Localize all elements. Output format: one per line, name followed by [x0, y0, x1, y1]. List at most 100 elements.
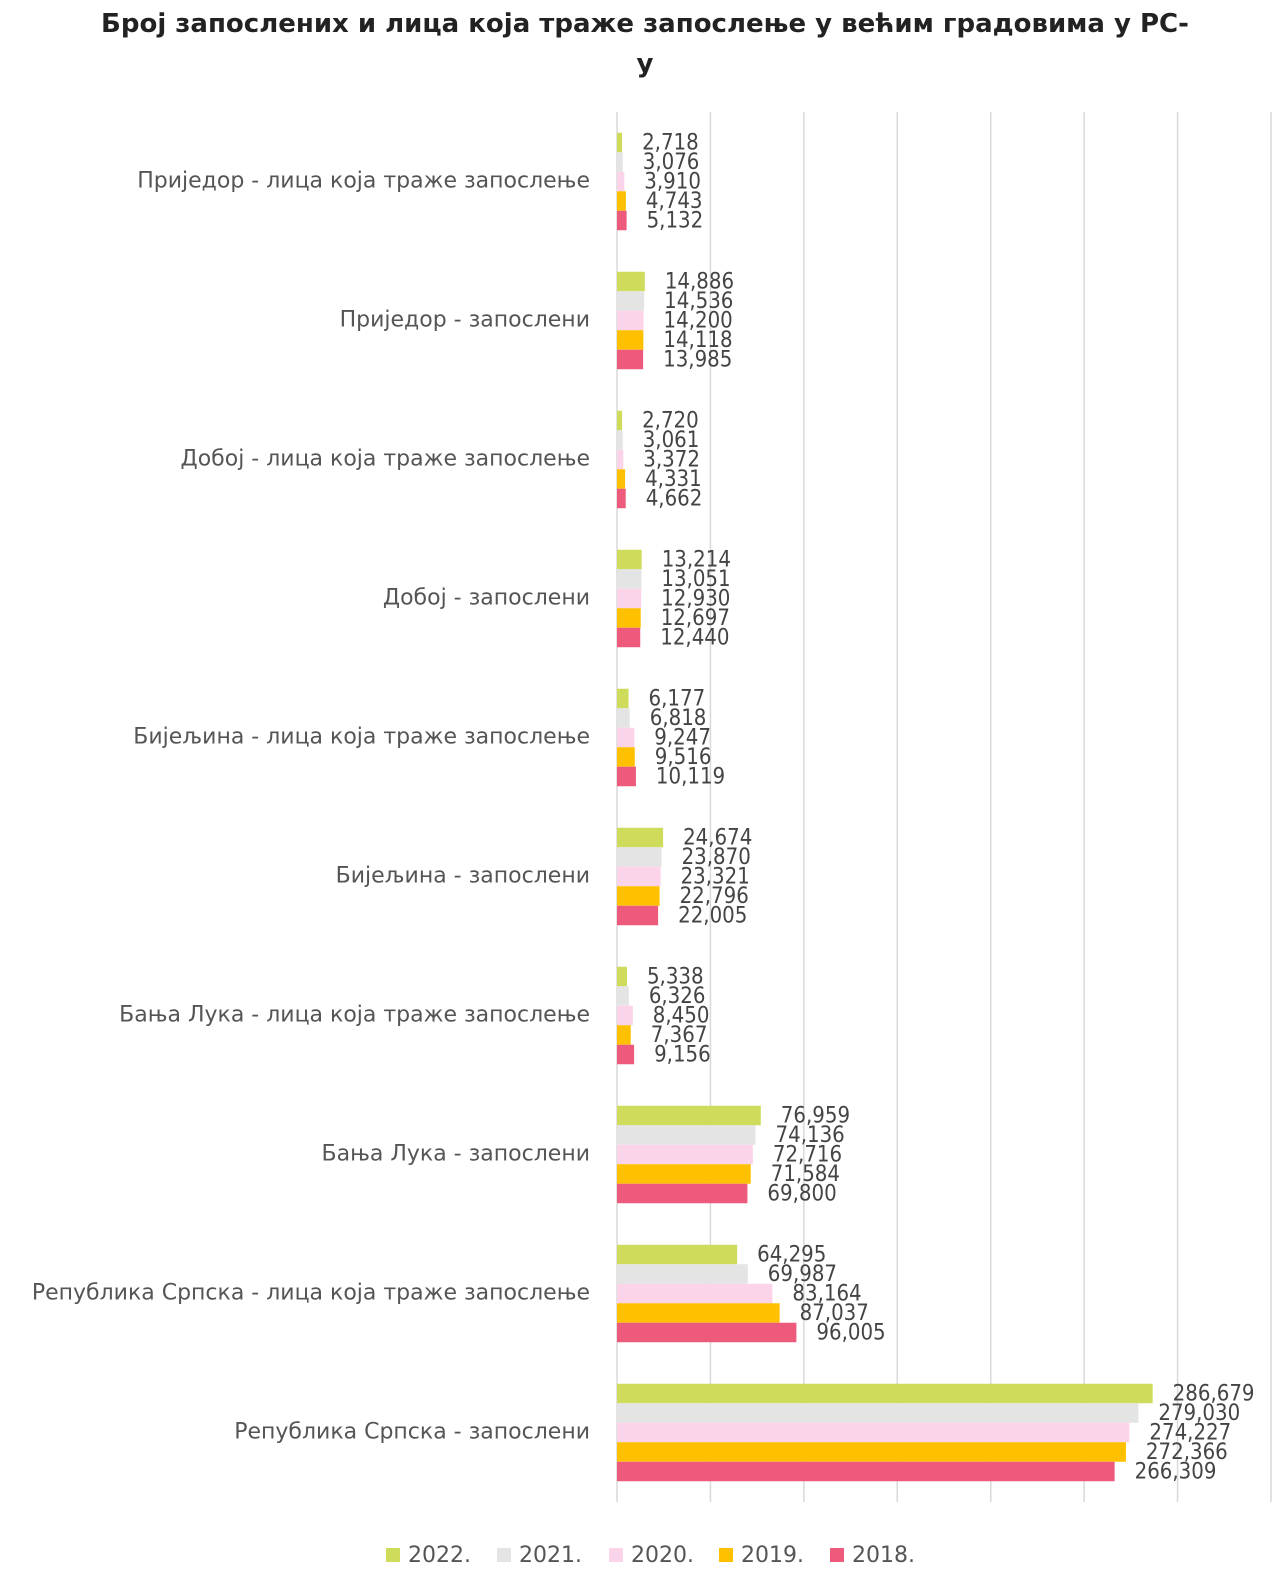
bar	[617, 549, 642, 570]
bar	[617, 132, 623, 153]
bar	[617, 1403, 1139, 1423]
bar	[617, 1442, 1126, 1462]
bar	[617, 271, 645, 292]
value-label: 279,030	[1158, 1401, 1240, 1426]
bar	[617, 330, 644, 350]
value-label: 2,718	[642, 131, 699, 156]
value-label: 13,985	[663, 348, 732, 373]
value-label: 74,136	[776, 1123, 845, 1148]
category-label: Република Српска - запослени	[234, 1420, 590, 1445]
value-label: 274,227	[1149, 1421, 1231, 1446]
value-label: 76,959	[781, 1104, 850, 1129]
value-label: 12,697	[661, 606, 730, 631]
value-label: 13,214	[662, 548, 731, 573]
legend-label: 2021.	[519, 1543, 582, 1568]
bar	[617, 1303, 780, 1323]
category-label: Република Српска - лица која траже запос…	[32, 1281, 590, 1306]
bar	[617, 1164, 751, 1184]
value-label: 9,516	[655, 745, 712, 770]
bar	[617, 886, 660, 906]
bar	[617, 310, 644, 331]
value-label: 3,910	[644, 170, 701, 195]
value-label: 14,886	[665, 270, 734, 295]
legend-swatch	[497, 1548, 511, 1562]
value-label: 83,164	[792, 1282, 861, 1307]
value-label: 266,309	[1135, 1460, 1217, 1485]
value-label: 24,674	[683, 826, 752, 851]
bar	[617, 1144, 753, 1165]
value-label: 71,584	[771, 1162, 840, 1187]
bar	[617, 210, 627, 231]
value-label: 5,132	[647, 209, 704, 234]
category-label: Добој - лица која траже запослење	[181, 447, 590, 472]
value-label: 8,450	[653, 1004, 710, 1029]
category-label: Приједор - лица која траже запослење	[137, 169, 590, 194]
bar	[617, 1105, 761, 1126]
bar	[617, 1183, 748, 1204]
legend-label: 2020.	[631, 1543, 694, 1568]
value-label: 286,679	[1173, 1382, 1255, 1407]
value-label: 4,743	[646, 189, 703, 214]
bar	[617, 866, 661, 887]
bar	[617, 1264, 748, 1284]
bar	[617, 1322, 797, 1343]
category-label: Бијељина - лица која траже запослење	[133, 725, 590, 750]
value-label: 12,440	[660, 626, 729, 651]
value-label: 2,720	[642, 409, 699, 434]
legend-swatch	[386, 1548, 400, 1562]
category-label: Добој - запослени	[383, 586, 590, 611]
value-label: 7,367	[651, 1023, 708, 1048]
value-label: 14,118	[663, 328, 732, 353]
value-label: 23,870	[682, 845, 751, 870]
legend-label: 2022.	[408, 1543, 471, 1568]
value-label: 23,321	[681, 865, 750, 890]
value-label: 69,987	[768, 1262, 837, 1287]
value-label: 13,051	[661, 567, 730, 592]
bar	[617, 827, 664, 848]
bar	[617, 766, 636, 787]
bar	[617, 905, 659, 926]
bar	[617, 847, 662, 867]
value-label: 3,076	[643, 150, 700, 175]
legend-swatch	[830, 1548, 844, 1562]
bar	[617, 191, 626, 211]
value-label: 4,331	[645, 467, 702, 492]
value-label: 6,177	[649, 687, 706, 712]
value-label: 272,366	[1146, 1440, 1228, 1465]
value-label: 64,295	[757, 1243, 826, 1268]
value-label: 69,800	[767, 1182, 836, 1207]
bar	[617, 608, 641, 628]
value-label: 72,716	[773, 1143, 842, 1168]
bar	[617, 449, 624, 470]
category-label: Бања Лука - запослени	[322, 1142, 590, 1167]
value-label: 87,037	[800, 1301, 869, 1326]
value-label: 5,338	[647, 965, 704, 990]
bar	[617, 708, 630, 728]
bar	[617, 688, 629, 709]
bar	[617, 152, 623, 172]
value-label: 3,372	[643, 448, 700, 473]
legend-label: 2018.	[852, 1543, 915, 1568]
bar	[617, 430, 623, 450]
bar	[617, 966, 627, 987]
category-label: Бијељина - запослени	[336, 864, 590, 889]
bar	[617, 291, 645, 311]
bar	[617, 747, 635, 767]
bar	[617, 1422, 1130, 1443]
value-label: 3,061	[643, 428, 700, 453]
value-label: 9,156	[654, 1043, 711, 1068]
category-label: Приједор - запослени	[340, 308, 590, 333]
bar	[617, 1383, 1153, 1404]
value-label: 10,119	[656, 765, 725, 790]
bar	[617, 1044, 635, 1065]
bar	[617, 469, 626, 489]
value-label: 9,247	[654, 726, 711, 751]
bar	[617, 1005, 633, 1026]
legend-label: 2019.	[741, 1543, 804, 1568]
value-label: 14,200	[664, 309, 733, 334]
value-label: 6,818	[650, 706, 707, 731]
legend-swatch	[719, 1548, 733, 1562]
value-label: 12,930	[661, 587, 730, 612]
bar	[617, 1125, 756, 1145]
